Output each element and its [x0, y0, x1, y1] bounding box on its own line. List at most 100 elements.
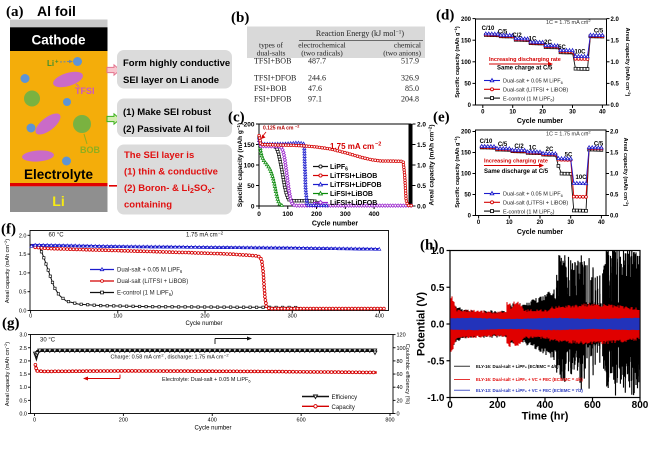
svg-text:-1.0: -1.0	[427, 393, 445, 404]
svg-text:containing: containing	[124, 200, 172, 211]
svg-text:Form highly conductive: Form highly conductive	[123, 58, 230, 69]
svg-text:400: 400	[369, 211, 380, 218]
svg-text:0.5: 0.5	[610, 193, 619, 199]
svg-text:0: 0	[468, 214, 472, 220]
svg-text:400: 400	[537, 400, 554, 411]
svg-text:0: 0	[33, 418, 36, 424]
svg-text:1.5: 1.5	[19, 252, 27, 258]
svg-text:Specific capacity (mAh g−1): Specific capacity (mAh g−1)	[453, 26, 461, 98]
svg-text:(two radicals): (two radicals)	[301, 49, 343, 58]
svg-text:0.5: 0.5	[19, 290, 27, 296]
svg-text:C/2: C/2	[514, 144, 524, 150]
svg-text:0.0: 0.0	[417, 204, 426, 211]
svg-text:Areal capacity (mAh cm−2): Areal capacity (mAh cm−2)	[4, 239, 11, 303]
svg-text:10C: 10C	[574, 50, 586, 56]
svg-text:TFSI: TFSI	[75, 86, 95, 96]
svg-text:Dual-salt (LiTFSI + LiBOB): Dual-salt (LiTFSI + LiBOB)	[503, 88, 568, 94]
svg-text:0.0: 0.0	[431, 320, 445, 331]
svg-text:Dual-salt (LiTFSI + LiBOB): Dual-salt (LiTFSI + LiBOB)	[503, 201, 568, 207]
svg-text:50: 50	[464, 82, 471, 88]
svg-text:, discharge: 1.75 mA cm: , discharge: 1.75 mA cm	[165, 355, 224, 361]
svg-text:LiTFSI+LiDFOB: LiTFSI+LiDFOB	[330, 182, 382, 189]
svg-text:300: 300	[340, 211, 351, 218]
svg-text:5C: 5C	[558, 45, 566, 51]
svg-text:2.0: 2.0	[610, 130, 619, 136]
svg-text:LiFSI+LiDFOB: LiFSI+LiDFOB	[330, 200, 377, 207]
svg-text:100: 100	[244, 163, 255, 170]
svg-text:LiTFSI+LiBOB: LiTFSI+LiBOB	[330, 173, 377, 180]
svg-text:Al foil: Al foil	[37, 3, 76, 19]
svg-text:150: 150	[461, 38, 472, 44]
svg-text:Dual-salt (LiTFSI + LiBOB): Dual-salt (LiTFSI + LiBOB)	[117, 279, 188, 285]
svg-text:120: 120	[397, 333, 406, 339]
svg-text:(c): (c)	[228, 110, 245, 126]
svg-text:517.9: 517.9	[401, 57, 419, 66]
svg-text:100: 100	[113, 314, 122, 320]
svg-text:SEI layer on Li anode: SEI layer on Li anode	[123, 75, 219, 86]
svg-text:244.6: 244.6	[308, 74, 326, 83]
svg-text:−2: −2	[375, 142, 381, 148]
svg-text:40: 40	[599, 110, 606, 116]
svg-text:20: 20	[397, 398, 403, 404]
svg-text:Dual-salt + 0.05 M LiPF6: Dual-salt + 0.05 M LiPF6	[503, 79, 564, 85]
svg-text:10: 10	[509, 110, 516, 116]
svg-text:LiPF6: LiPF6	[330, 164, 348, 173]
svg-text:47.6: 47.6	[308, 84, 322, 93]
svg-text:50: 50	[247, 183, 255, 190]
svg-text:0: 0	[251, 204, 255, 211]
svg-text:20: 20	[539, 110, 546, 116]
svg-text:0: 0	[29, 314, 32, 320]
svg-text:0: 0	[477, 220, 481, 226]
svg-text:(e): (e)	[433, 110, 450, 126]
svg-text:Coulombic efficiency (%): Coulombic efficiency (%)	[404, 344, 410, 405]
svg-text:Reaction Energy (kJ mol−1): Reaction Energy (kJ mol−1)	[316, 29, 404, 38]
svg-text:Time (hr): Time (hr)	[522, 411, 569, 423]
svg-text:60: 60	[397, 372, 403, 378]
svg-text:Same discharge at C/5: Same discharge at C/5	[484, 169, 549, 175]
svg-text:100: 100	[397, 346, 406, 352]
svg-text:1.0: 1.0	[611, 60, 620, 66]
svg-text:(2) Passivate Al foil: (2) Passivate Al foil	[123, 124, 210, 135]
svg-text:+: +	[55, 60, 59, 66]
svg-text:2.0: 2.0	[611, 17, 620, 23]
svg-text:TFSI+DFOB: TFSI+DFOB	[254, 74, 296, 83]
svg-text:ELY-16: Dual-salt + LiPF₆ (EC/: ELY-16: Dual-salt + LiPF₆ (EC/EMC = 4/6)	[476, 364, 559, 369]
svg-text:Cycle number: Cycle number	[517, 118, 564, 125]
svg-text:Cycle number: Cycle number	[312, 221, 359, 228]
svg-text:0.5: 0.5	[417, 183, 426, 190]
svg-text:80: 80	[397, 359, 403, 365]
svg-text:300: 300	[288, 314, 297, 320]
svg-text:C/5: C/5	[594, 29, 604, 35]
svg-text:200: 200	[244, 122, 255, 129]
svg-text:Specific capacity (mAh g−1): Specific capacity (mAh g−1)	[453, 136, 461, 208]
svg-text:-0.5: -0.5	[427, 356, 445, 367]
svg-text:1.0: 1.0	[431, 246, 445, 257]
svg-text:1.5: 1.5	[19, 372, 27, 378]
svg-text:0: 0	[468, 103, 472, 109]
svg-text:10C: 10C	[575, 175, 587, 181]
svg-text:Electrolyte: Dual-salt + 0.05: Electrolyte: Dual-salt + 0.05 M LiPF6	[162, 377, 251, 383]
svg-text:The SEI layer is: The SEI layer is	[124, 150, 194, 161]
svg-text:1.5: 1.5	[611, 38, 620, 44]
svg-text:types of: types of	[259, 41, 283, 50]
svg-text:400: 400	[375, 314, 384, 320]
svg-text:Areal capacity (mAh cm−2): Areal capacity (mAh cm−2)	[427, 124, 435, 205]
svg-text:0.0: 0.0	[610, 214, 619, 220]
svg-text:ELY-13: Dual-salt + LiPF₆ + VC: ELY-13: Dual-salt + LiPF₆ + VC + FEC (EC…	[476, 388, 583, 393]
svg-text:40: 40	[598, 220, 605, 226]
svg-text:E-control (1 M LiPF6): E-control (1 M LiPF6)	[503, 209, 555, 215]
svg-text:LiFSI+LiBOB: LiFSI+LiBOB	[330, 191, 373, 198]
svg-text:1.0: 1.0	[19, 271, 27, 277]
svg-text:C/5: C/5	[498, 30, 508, 36]
svg-text:(1) Make SEI robust: (1) Make SEI robust	[123, 107, 212, 118]
svg-text:0.0: 0.0	[19, 412, 27, 418]
svg-text:Areal capacity (mAh cm−2): Areal capacity (mAh cm−2)	[624, 28, 632, 97]
svg-text:(b): (b)	[231, 10, 249, 26]
svg-text:2C: 2C	[544, 40, 552, 46]
svg-text:(f): (f)	[1, 222, 16, 238]
svg-text:chemical: chemical	[394, 41, 421, 50]
svg-text:3.0: 3.0	[19, 333, 27, 339]
svg-text:60 °C: 60 °C	[49, 233, 65, 239]
svg-text:85.0: 85.0	[405, 84, 419, 93]
svg-text:600: 600	[584, 400, 601, 411]
